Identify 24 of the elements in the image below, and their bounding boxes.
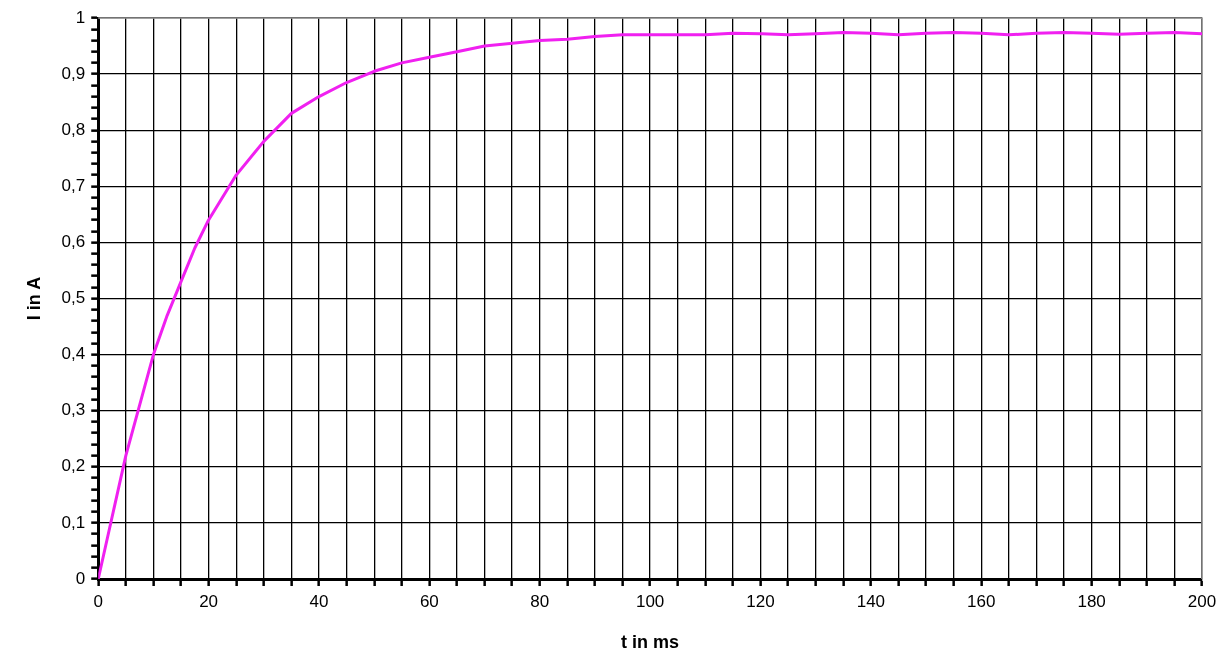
- x-tick-label: 60: [419, 591, 439, 611]
- x-tick-label: 80: [530, 591, 550, 611]
- y-tick-label: 0,8: [61, 119, 86, 139]
- x-tick-label: 20: [199, 591, 219, 611]
- x-tick-label: 140: [856, 591, 886, 611]
- x-tick-label: 40: [309, 591, 329, 611]
- x-tick-label: 160: [967, 591, 996, 611]
- y-axis-title: I in A: [23, 276, 44, 321]
- x-tick-label: 100: [635, 591, 665, 611]
- x-tick-label: 200: [1187, 591, 1217, 611]
- y-tick-label: 0,2: [61, 456, 86, 476]
- y-tick-label: 0,3: [61, 400, 86, 420]
- x-axis-title: t in ms: [621, 632, 680, 653]
- y-tick-label: 1: [75, 7, 86, 27]
- y-tick-label: 0,7: [61, 175, 86, 195]
- x-tick-label: 180: [1077, 591, 1106, 611]
- x-tick-label: 0: [93, 591, 103, 611]
- y-tick-label: 0: [75, 568, 86, 588]
- y-tick-label: 0,5: [61, 288, 86, 308]
- x-tick-label: 120: [746, 591, 775, 611]
- y-tick-label: 0,9: [61, 63, 86, 83]
- y-tick-label: 0,6: [61, 232, 86, 252]
- y-tick-label: 0,4: [61, 344, 86, 364]
- y-tick-label: 0,1: [61, 512, 86, 532]
